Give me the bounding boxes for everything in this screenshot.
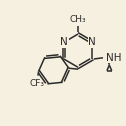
Text: N: N bbox=[60, 37, 68, 47]
Text: CH₃: CH₃ bbox=[70, 15, 86, 24]
Text: N: N bbox=[88, 37, 96, 47]
Text: CF₃: CF₃ bbox=[30, 79, 45, 88]
Text: NH: NH bbox=[106, 53, 121, 63]
